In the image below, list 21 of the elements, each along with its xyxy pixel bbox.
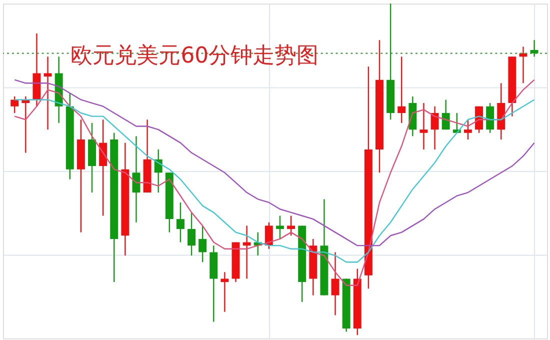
candlestick — [198, 225, 207, 263]
candlestick — [132, 136, 140, 223]
candlestick — [242, 225, 251, 280]
candlestick — [176, 202, 184, 243]
candlestick — [188, 212, 196, 256]
candlestick — [398, 56, 406, 124]
text: 欧元兑美元60分钟走势图 — [70, 43, 319, 68]
candlestick — [99, 119, 108, 216]
candlestick — [430, 106, 439, 150]
candlestick — [464, 119, 472, 140]
candlestick — [44, 56, 52, 130]
candlestick — [530, 39, 538, 58]
candlestick — [331, 252, 340, 316]
candlestick — [486, 102, 494, 134]
candlestick — [264, 222, 273, 250]
candlestick — [10, 96, 19, 114]
candlestick — [420, 102, 428, 150]
candlestick — [276, 215, 284, 240]
candlestick — [220, 271, 229, 312]
candlestick — [287, 215, 296, 236]
candlestick — [442, 99, 450, 130]
